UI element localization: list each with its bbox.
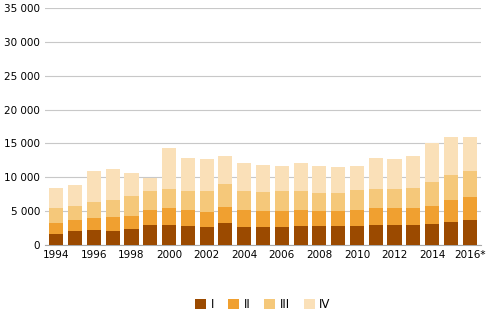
Bar	[444, 175, 458, 200]
Bar	[406, 156, 420, 188]
Bar	[106, 231, 120, 245]
Bar	[463, 137, 477, 171]
Bar	[143, 192, 157, 210]
Bar	[181, 158, 195, 192]
Bar	[444, 222, 458, 245]
Bar	[425, 224, 439, 245]
Bar	[294, 210, 307, 226]
Bar	[387, 225, 402, 245]
Bar	[425, 206, 439, 224]
Bar	[444, 200, 458, 222]
Bar	[256, 192, 270, 211]
Bar	[387, 208, 402, 225]
Bar	[106, 169, 120, 200]
Bar	[49, 208, 63, 223]
Bar	[444, 137, 458, 175]
Bar	[68, 185, 82, 206]
Bar	[275, 166, 289, 192]
Bar	[199, 159, 214, 192]
Bar	[124, 172, 138, 196]
Bar	[406, 188, 420, 208]
Bar	[312, 193, 327, 211]
Bar	[350, 226, 364, 245]
Bar	[387, 159, 402, 189]
Bar	[350, 166, 364, 190]
Bar	[143, 225, 157, 245]
Bar	[87, 202, 101, 218]
Bar	[106, 217, 120, 231]
Bar	[369, 225, 383, 245]
Bar	[162, 148, 176, 189]
Bar	[387, 189, 402, 208]
Bar	[162, 189, 176, 208]
Bar	[312, 166, 327, 193]
Bar	[237, 210, 251, 227]
Bar	[331, 211, 345, 226]
Bar	[106, 200, 120, 217]
Bar	[162, 208, 176, 225]
Bar	[406, 225, 420, 245]
Bar	[256, 165, 270, 192]
Bar	[463, 197, 477, 220]
Bar	[425, 182, 439, 206]
Bar	[181, 226, 195, 245]
Bar	[218, 184, 232, 207]
Bar	[463, 171, 477, 197]
Bar	[463, 220, 477, 245]
Bar	[369, 158, 383, 189]
Bar	[68, 231, 82, 245]
Bar	[350, 190, 364, 210]
Bar	[294, 226, 307, 245]
Legend: I, II, III, IV: I, II, III, IV	[191, 294, 335, 314]
Bar	[87, 218, 101, 230]
Bar	[406, 208, 420, 225]
Bar	[312, 226, 327, 245]
Bar	[237, 191, 251, 210]
Bar	[369, 208, 383, 225]
Bar	[162, 225, 176, 245]
Bar	[218, 223, 232, 245]
Bar	[87, 230, 101, 245]
Bar	[237, 227, 251, 245]
Bar	[68, 206, 82, 220]
Bar	[199, 192, 214, 212]
Bar	[124, 196, 138, 216]
Bar	[275, 192, 289, 211]
Bar	[331, 226, 345, 245]
Bar	[49, 234, 63, 245]
Bar	[68, 220, 82, 231]
Bar	[275, 211, 289, 227]
Bar	[369, 189, 383, 208]
Bar	[181, 210, 195, 226]
Bar	[199, 212, 214, 227]
Bar	[143, 210, 157, 225]
Bar	[124, 229, 138, 245]
Bar	[256, 227, 270, 245]
Bar	[331, 167, 345, 193]
Bar	[218, 156, 232, 184]
Bar	[294, 191, 307, 210]
Bar	[350, 210, 364, 226]
Bar	[49, 188, 63, 208]
Bar	[199, 227, 214, 245]
Bar	[237, 163, 251, 191]
Bar	[218, 207, 232, 223]
Bar	[312, 211, 327, 226]
Bar	[181, 192, 195, 210]
Bar	[87, 171, 101, 202]
Bar	[124, 216, 138, 229]
Bar	[49, 223, 63, 234]
Bar	[294, 163, 307, 191]
Bar	[331, 193, 345, 211]
Bar	[425, 143, 439, 182]
Bar	[256, 211, 270, 227]
Bar	[275, 227, 289, 245]
Bar	[143, 178, 157, 192]
